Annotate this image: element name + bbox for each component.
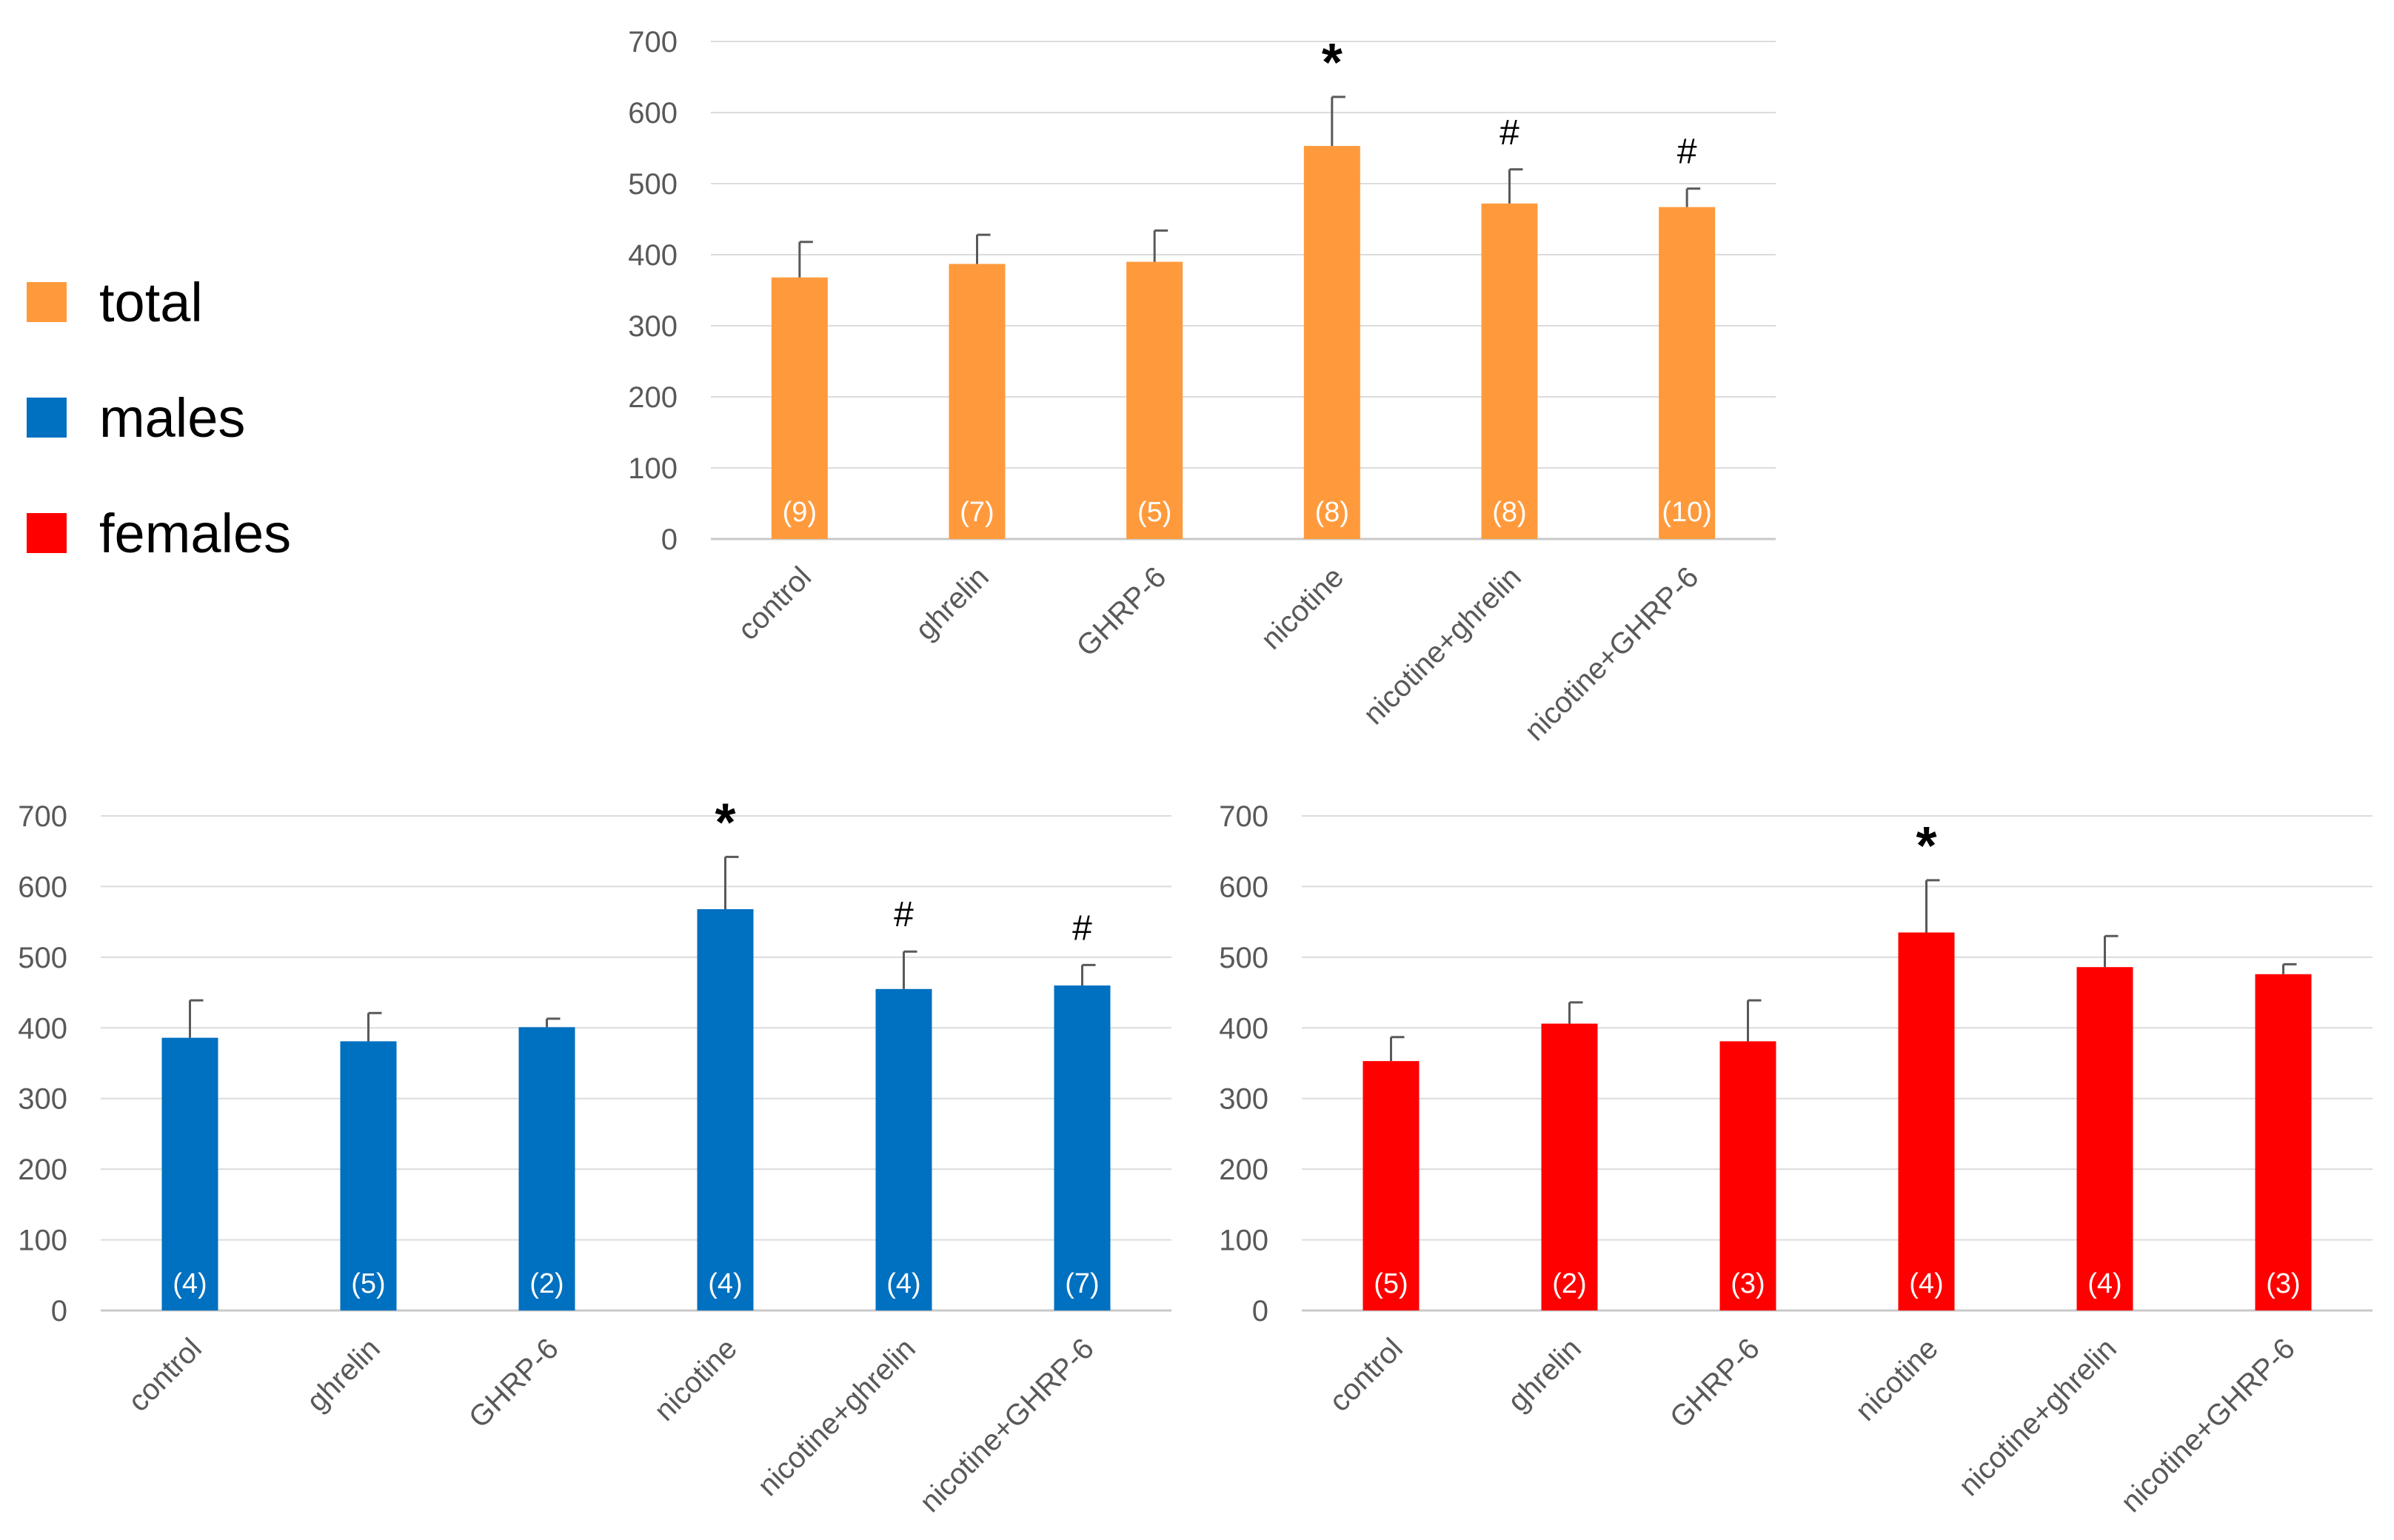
y-tick-label-females-700: 700 xyxy=(1219,800,1268,833)
n-label-males-4: (4) xyxy=(886,1268,920,1299)
bar-females-3 xyxy=(1898,932,1955,1310)
bar-males-0 xyxy=(161,1037,218,1310)
n-label-total-5: (10) xyxy=(1662,497,1712,528)
x-tick-label-total-2: GHRP-6 xyxy=(1071,560,1173,663)
significance-mark-males-5: # xyxy=(1072,908,1092,948)
legend-item-females: females xyxy=(27,475,291,591)
x-tick-label-females-1: ghrelin xyxy=(1502,1332,1588,1418)
x-tick-label-total-0: control xyxy=(732,560,817,646)
n-label-total-3: (8) xyxy=(1315,497,1349,528)
y-tick-label-total-600: 600 xyxy=(628,97,678,130)
y-tick-label-females-500: 500 xyxy=(1219,942,1268,974)
n-label-females-0: (5) xyxy=(1374,1268,1408,1299)
n-label-females-2: (3) xyxy=(1731,1268,1765,1299)
legend-item-total: total xyxy=(27,244,291,360)
y-tick-label-total-100: 100 xyxy=(628,452,678,485)
bar-females-2 xyxy=(1719,1041,1776,1310)
y-tick-label-females-600: 600 xyxy=(1219,871,1268,903)
y-tick-label-males-400: 400 xyxy=(18,1012,67,1045)
bar-males-2 xyxy=(518,1027,575,1310)
y-tick-label-males-100: 100 xyxy=(18,1225,67,1257)
n-label-females-5: (3) xyxy=(2266,1268,2300,1299)
bar-males-4 xyxy=(875,988,932,1310)
y-tick-label-females-0: 0 xyxy=(1252,1295,1268,1328)
x-tick-label-total-3: nicotine xyxy=(1255,560,1351,656)
significance-mark-males-3: * xyxy=(715,793,735,852)
bar-males-3 xyxy=(697,908,754,1310)
x-tick-label-total-4: nicotine+ghrelin xyxy=(1357,560,1528,731)
n-label-males-0: (4) xyxy=(173,1268,207,1299)
bar-females-1 xyxy=(1541,1023,1598,1310)
y-tick-label-males-700: 700 xyxy=(18,800,67,833)
n-label-males-2: (2) xyxy=(529,1268,564,1299)
y-tick-label-total-400: 400 xyxy=(628,239,678,272)
y-tick-label-males-500: 500 xyxy=(18,942,67,974)
significance-mark-total-3: * xyxy=(1322,33,1343,93)
bar-females-4 xyxy=(2076,967,2133,1310)
legend-label-males: males xyxy=(99,386,246,449)
x-tick-label-females-5: nicotine+GHRP-6 xyxy=(2115,1332,2301,1519)
significance-mark-males-4: # xyxy=(894,895,914,934)
bar-total-2 xyxy=(1126,261,1183,539)
chart-total: 0 100 200 300 400 500 600 700 (9) control (7) ghrel… xyxy=(628,26,1776,747)
n-label-total-0: (9) xyxy=(783,497,817,528)
chart-females: 0 100 200 300 400 500 600 700 (5) control (2) ghrel… xyxy=(1219,800,2373,1519)
y-tick-label-females-200: 200 xyxy=(1219,1154,1268,1186)
significance-mark-total-4: # xyxy=(1499,113,1519,153)
n-label-total-1: (7) xyxy=(960,497,994,528)
bar-total-0 xyxy=(771,277,828,539)
n-label-total-2: (5) xyxy=(1137,497,1171,528)
x-tick-label-males-3: nicotine xyxy=(648,1332,743,1427)
legend-item-males: males xyxy=(27,360,291,475)
x-tick-label-females-0: control xyxy=(1323,1332,1409,1418)
x-tick-label-females-2: GHRP-6 xyxy=(1664,1332,1766,1434)
y-tick-label-total-200: 200 xyxy=(628,381,678,414)
bar-total-4 xyxy=(1481,203,1538,539)
significance-mark-females-3: * xyxy=(1916,817,1936,876)
x-tick-label-females-4: nicotine+ghrelin xyxy=(1953,1332,2123,1502)
legend-swatch-total xyxy=(27,282,67,322)
x-tick-label-total-1: ghrelin xyxy=(909,560,995,646)
y-tick-label-total-700: 700 xyxy=(628,26,678,58)
n-label-total-4: (8) xyxy=(1492,497,1526,528)
bar-males-1 xyxy=(340,1041,397,1310)
legend-label-total: total xyxy=(99,271,203,333)
x-tick-label-females-3: nicotine xyxy=(1849,1332,1945,1427)
legend-label-females: females xyxy=(99,502,292,564)
y-tick-label-males-300: 300 xyxy=(18,1083,67,1116)
y-tick-label-males-0: 0 xyxy=(51,1295,67,1328)
y-tick-label-total-0: 0 xyxy=(661,523,678,556)
chart-males: 0 100 200 300 400 500 600 700 (4) control (5) ghrel… xyxy=(18,793,1171,1519)
bar-total-5 xyxy=(1659,207,1716,539)
bar-males-5 xyxy=(1054,985,1111,1310)
x-tick-label-males-5: nicotine+GHRP-6 xyxy=(914,1332,1100,1519)
n-label-males-5: (7) xyxy=(1065,1268,1099,1299)
legend-swatch-males xyxy=(27,398,67,438)
legend-swatch-females xyxy=(27,513,67,553)
y-tick-label-females-400: 400 xyxy=(1219,1012,1268,1045)
x-tick-label-males-4: nicotine+ghrelin xyxy=(752,1332,922,1502)
y-tick-label-females-100: 100 xyxy=(1219,1225,1268,1257)
x-tick-label-total-5: nicotine+GHRP-6 xyxy=(1519,560,1705,747)
y-tick-label-females-300: 300 xyxy=(1219,1083,1268,1116)
n-label-females-1: (2) xyxy=(1552,1268,1586,1299)
n-label-females-4: (4) xyxy=(2087,1268,2122,1299)
bar-total-1 xyxy=(949,264,1006,539)
bar-females-5 xyxy=(2255,974,2312,1310)
x-tick-label-males-1: ghrelin xyxy=(301,1332,387,1418)
y-tick-label-males-600: 600 xyxy=(18,871,67,903)
n-label-males-1: (5) xyxy=(351,1268,385,1299)
x-tick-label-males-0: control xyxy=(122,1332,208,1418)
legend: total males females xyxy=(27,244,291,591)
y-tick-label-males-200: 200 xyxy=(18,1154,67,1186)
significance-mark-total-5: # xyxy=(1677,133,1697,172)
x-tick-label-males-2: GHRP-6 xyxy=(463,1332,565,1434)
y-tick-label-total-300: 300 xyxy=(628,310,678,343)
n-label-males-3: (4) xyxy=(708,1268,742,1299)
n-label-females-3: (4) xyxy=(1909,1268,1943,1299)
bar-total-3 xyxy=(1303,146,1360,539)
bar-females-0 xyxy=(1362,1061,1420,1310)
y-tick-label-total-500: 500 xyxy=(628,168,678,201)
